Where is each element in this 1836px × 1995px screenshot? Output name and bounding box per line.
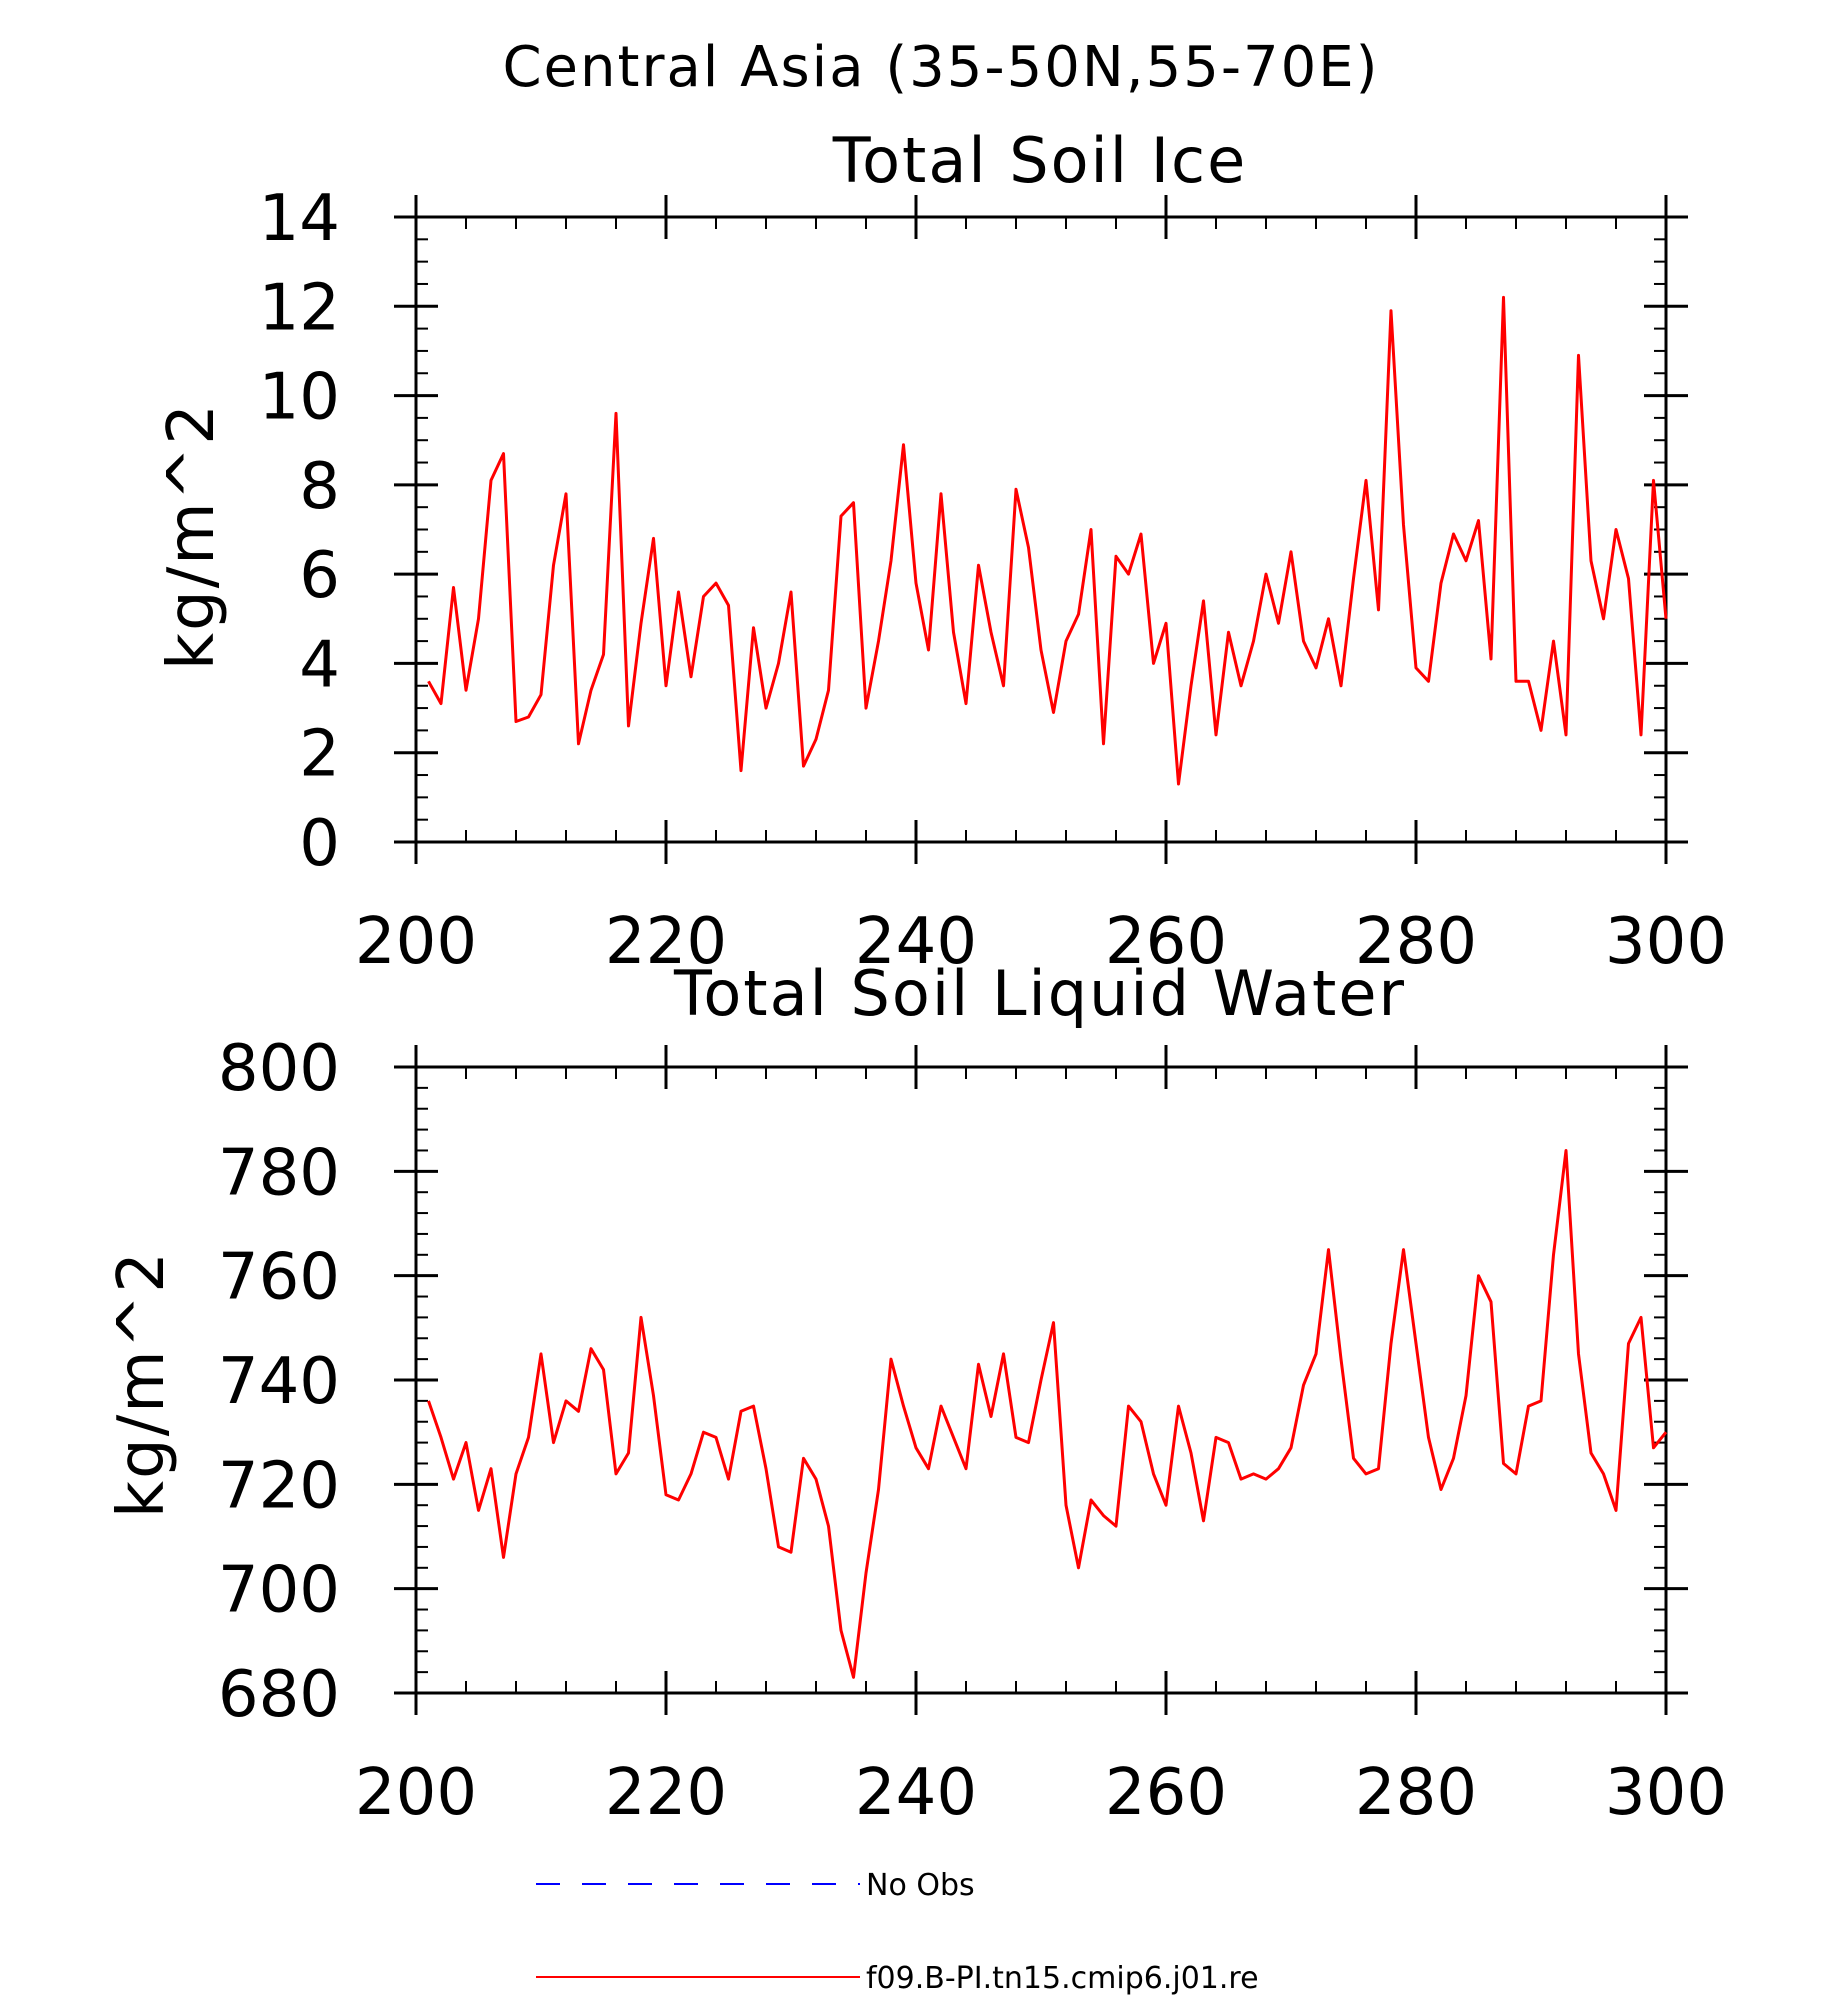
figure-title: Central Asia (35-50N,55-70E)	[502, 35, 1379, 100]
soil-water-y-tick-label: 800	[218, 1032, 340, 1106]
soil-ice-x-tick-label: 220	[605, 905, 727, 979]
soil-ice-y-tick-label: 8	[299, 450, 340, 524]
soil-ice-y-tick-label: 14	[259, 182, 340, 256]
soil-ice-x-tick-label: 300	[1605, 905, 1727, 979]
soil-ice-x-tick-label: 280	[1355, 905, 1477, 979]
soil-ice-y-tick-label: 0	[299, 807, 340, 881]
soil-ice-marks: 0 2 4 6 8 10 12 14 200 220 240 260 280 300	[259, 182, 1728, 979]
soil-water-y-tick-label: 700	[218, 1554, 340, 1628]
soil-ice-y-tick-label: 10	[259, 361, 340, 435]
soil-water-y-tick-label: 780	[218, 1136, 340, 1210]
soil-water-x-tick-label: 280	[1355, 1756, 1477, 1830]
legend: No Obs f09.B-PI.tn15.cmip6.j01.re	[536, 1868, 1259, 1995]
soil-water-panel-title: Total Soil Liquid Water	[673, 957, 1406, 1030]
soil-water-y-tick-label: 760	[218, 1241, 340, 1315]
soil-water-y-tick-label: 680	[218, 1658, 340, 1732]
soil-ice-y-tick-label: 6	[299, 539, 340, 613]
soil-ice-x-tick-label: 200	[355, 905, 477, 979]
legend-model-label: f09.B-PI.tn15.cmip6.j01.re	[866, 1961, 1259, 1995]
soil-ice-panel-title: Total Soil Ice	[832, 124, 1247, 197]
soil-water-x-tick-label: 200	[355, 1756, 477, 1830]
soil-water-panel: Total Soil Liquid Water kg/m^2 680 700 720…	[105, 957, 1727, 1830]
soil-ice-panel: Total Soil Ice kg/m^2 0 2 4 6 8 10 12 14 200 220 2…	[155, 124, 1727, 979]
soil-water-x-tick-label: 220	[605, 1756, 727, 1830]
legend-no-obs-label: No Obs	[866, 1868, 975, 1903]
soil-ice-y-tick-label: 4	[299, 628, 340, 702]
soil-water-x-tick-label: 260	[1105, 1756, 1227, 1830]
soil-water-x-tick-label: 300	[1605, 1756, 1727, 1830]
soil-water-y-tick-label: 720	[218, 1449, 340, 1523]
soil-water-marks: 680 700 720 740 760 780 800 200 220 240 260 280 300	[218, 1032, 1727, 1830]
soil-water-series-line-0	[427, 1149, 1668, 1679]
soil-ice-y-axis-label: kg/m^2	[155, 402, 229, 670]
soil-ice-x-tick-label: 260	[1105, 905, 1227, 979]
soil-water-y-axis-label: kg/m^2	[105, 1250, 179, 1518]
soil-water-y-tick-label: 740	[218, 1345, 340, 1419]
soil-ice-series-line-0	[427, 295, 1668, 786]
soil-ice-y-tick-label: 12	[259, 271, 340, 345]
soil-ice-y-tick-label: 2	[299, 718, 340, 792]
soil-ice-x-tick-label: 240	[855, 905, 977, 979]
soil-water-x-tick-label: 240	[855, 1756, 977, 1830]
